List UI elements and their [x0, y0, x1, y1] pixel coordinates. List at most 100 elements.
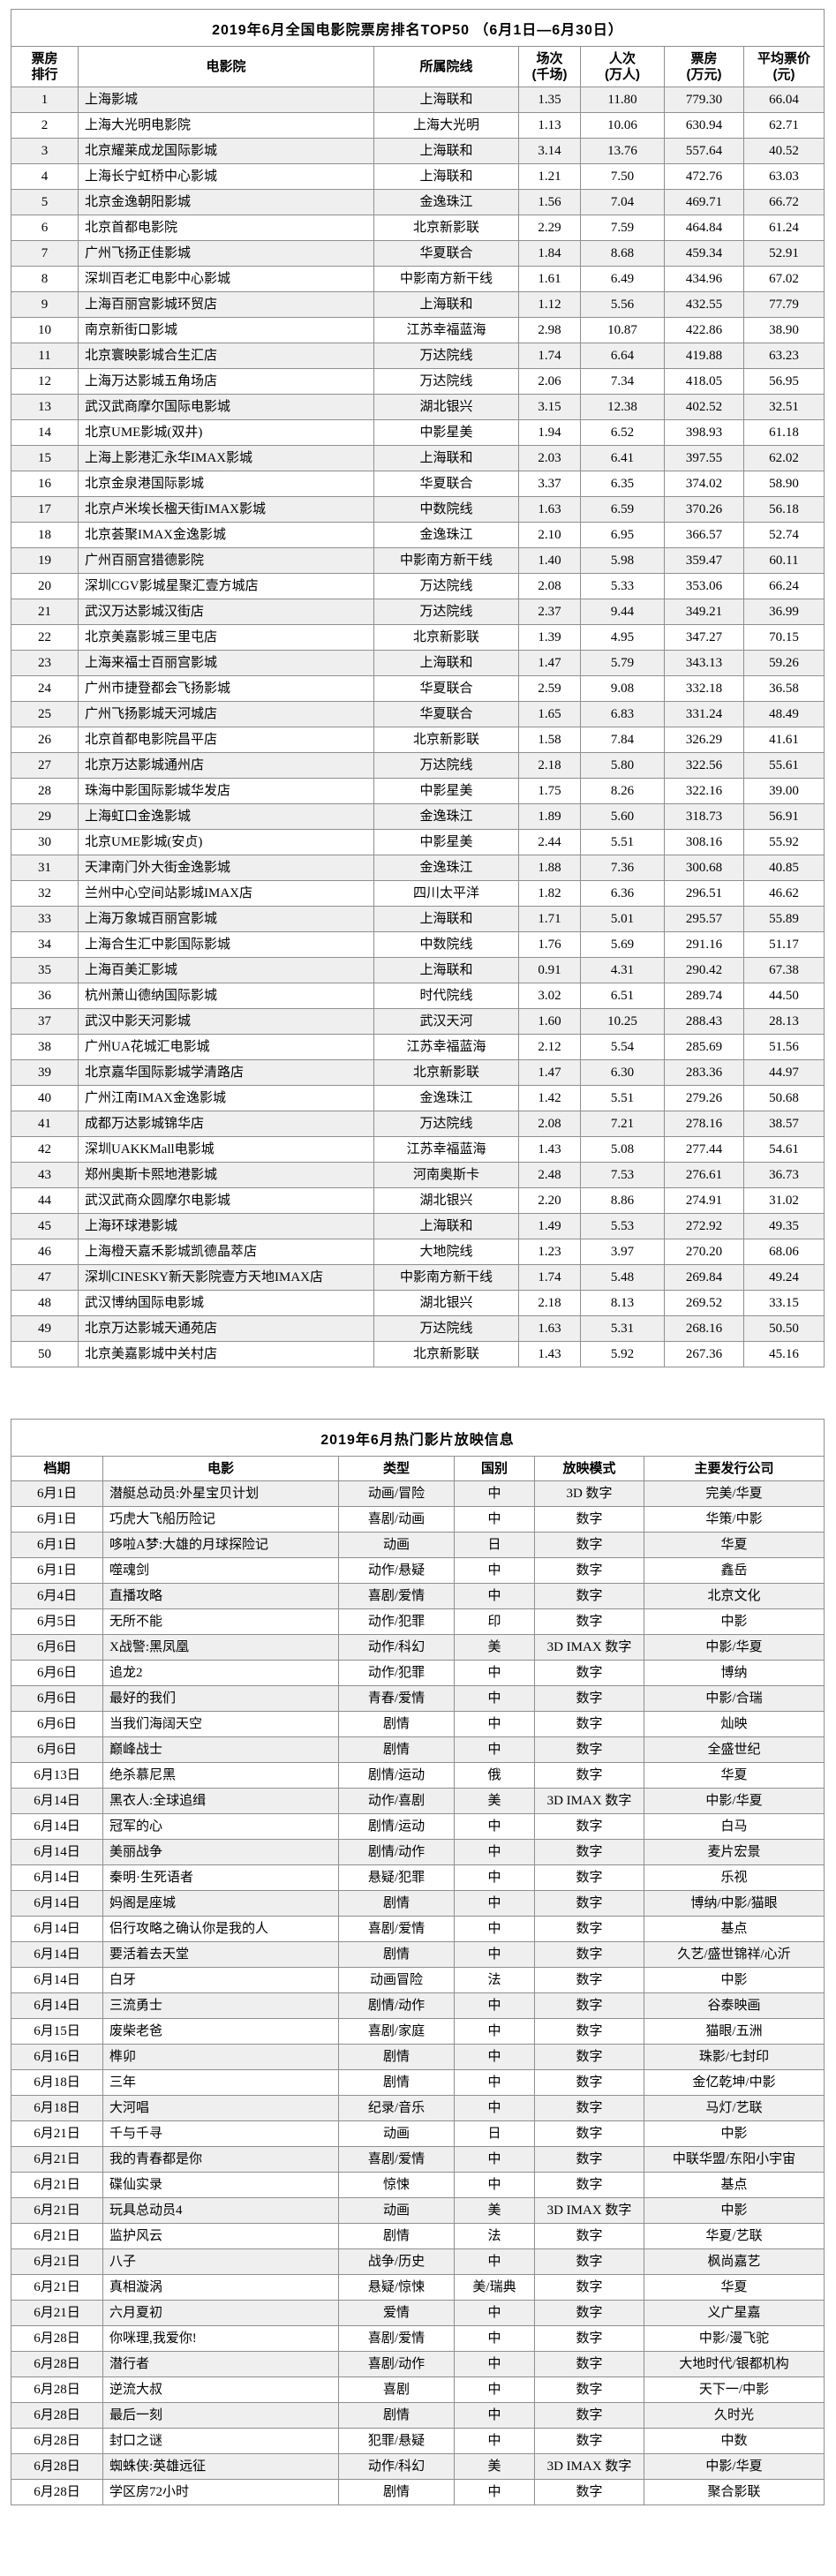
cell: 中影南方新干线	[373, 266, 519, 292]
cell: 动作/科幻	[338, 2453, 455, 2480]
cell: 万达院线	[373, 343, 519, 369]
cell: 数字	[534, 1941, 644, 1968]
cell: 1.40	[518, 547, 581, 574]
cell: 基点	[643, 2172, 825, 2198]
cell: 数字	[534, 1608, 644, 1635]
cell: 广州百丽宫猎德影院	[78, 547, 374, 574]
cell: 动画	[338, 2197, 455, 2224]
cell: 6月6日	[11, 1736, 103, 1763]
cell: 10	[11, 317, 79, 343]
cell: 剧情	[338, 1941, 455, 1968]
cell: 36.73	[742, 1162, 825, 1188]
cell: 喜剧/爱情	[338, 1583, 455, 1609]
cell: 61.24	[742, 215, 825, 241]
cell: 418.05	[664, 368, 744, 395]
cell: 金逸珠江	[373, 1085, 519, 1111]
table-row: 3 北京耀莱成龙国际影城 上海联和 3.14 13.76 557.64 40.52	[11, 138, 825, 164]
cell: 1.12	[518, 291, 581, 318]
cell: 28	[11, 778, 79, 804]
cell: 学区房72小时	[102, 2479, 339, 2505]
cell: 巅峰战士	[102, 1736, 339, 1763]
table-row: 6月21日 千与千寻 动画日数字 中影	[11, 2120, 825, 2147]
cell: 中影	[643, 1608, 825, 1635]
cell: 66.72	[742, 189, 825, 215]
cell: 天津南门外大街金逸影城	[78, 855, 374, 881]
cell: 上海大光明	[373, 112, 519, 139]
table-row: 35 上海百美汇影城 上海联和 0.91 4.31 290.42 67.38	[11, 957, 825, 983]
cell: 动作/犯罪	[338, 1660, 455, 1686]
table-row: 2 上海大光明电影院 上海大光明 1.13 10.06 630.94 62.71	[11, 112, 825, 139]
cell: 5.60	[580, 803, 665, 830]
cell: 42	[11, 1136, 79, 1163]
cell: 中	[454, 1685, 535, 1712]
cell: 河南奥斯卡	[373, 1162, 519, 1188]
cell: 277.44	[664, 1136, 744, 1163]
cell: 6月28日	[11, 2376, 103, 2403]
cell: 湖北银兴	[373, 1187, 519, 1214]
cell: 398.93	[664, 419, 744, 446]
cell: 动画	[338, 2120, 455, 2147]
cell: 北京新影联	[373, 727, 519, 753]
cell: 上海大光明电影院	[78, 112, 374, 139]
cell: 347.27	[664, 624, 744, 651]
cell: 中影/华夏	[643, 1634, 825, 1661]
cell: 28.13	[742, 1008, 825, 1035]
table-row: 6月21日 真相漩涡 悬疑/惊悚 美/瑞典 数字 华夏	[11, 2274, 825, 2301]
cell: 1.88	[518, 855, 581, 881]
cell: 2.12	[518, 1034, 581, 1060]
cell: 数字	[534, 2376, 644, 2403]
cell: 6月28日	[11, 2402, 103, 2429]
table-row: 28 珠海中影国际影城华发店 中影星美 1.75 8.26 322.16 39.00	[11, 778, 825, 804]
cell: 2.44	[518, 829, 581, 855]
cell: 天下一/中影	[643, 2376, 825, 2403]
cell: 潜艇总动员:外星宝贝计划	[102, 1480, 339, 1507]
cell: 真相漩涡	[102, 2274, 339, 2301]
cell: 基点	[643, 1916, 825, 1942]
cell: 喜剧/爱情	[338, 1916, 455, 1942]
cell: 1.94	[518, 419, 581, 446]
cell: 66.04	[742, 87, 825, 113]
table-row: 32 兰州中心空间站影城IMAX店 四川太平洋 1.82 6.36 296.51 46.62	[11, 880, 825, 907]
cell: 1.84	[518, 240, 581, 267]
cell: 最后一刻	[102, 2402, 339, 2429]
cell: 喜剧/爱情	[338, 2146, 455, 2173]
cell: 剧情	[338, 2223, 455, 2249]
cell: 46	[11, 1239, 79, 1265]
cell: 动作/悬疑	[338, 1557, 455, 1584]
cell: 武汉博纳国际电影城	[78, 1290, 374, 1316]
table-row: 6月21日 碟仙实录 惊悚中数字 基点	[11, 2172, 825, 2198]
cell: 1.74	[518, 343, 581, 369]
cell: 422.86	[664, 317, 744, 343]
cell: 41	[11, 1111, 79, 1137]
cell: 悬疑/惊悚	[338, 2274, 455, 2301]
cell: 70.15	[742, 624, 825, 651]
cell: 上海百丽宫影城环贸店	[78, 291, 374, 318]
cell: 剧情/动作	[338, 1992, 455, 2019]
cell: 数字	[534, 1967, 644, 1993]
cell: 6月14日	[11, 1992, 103, 2019]
cell: 数字	[534, 1583, 644, 1609]
table-row: 38 广州UA花城汇电影城 江苏幸福蓝海 2.12 5.54 285.69 51.56	[11, 1034, 825, 1060]
table-row: 4 上海长宁虹桥中心影城 上海联和 1.21 7.50 472.76 63.03	[11, 163, 825, 190]
screening-table-title: 2019年6月热门影片放映信息	[10, 1419, 825, 1457]
cell: 深圳百老汇电影中心影城	[78, 266, 374, 292]
cell: 中	[454, 2351, 535, 2377]
cell: 2.08	[518, 573, 581, 599]
cell: 上海来福士百丽宫影城	[78, 650, 374, 676]
cell: 大地院线	[373, 1239, 519, 1265]
cell: 402.52	[664, 394, 744, 420]
cell: 万达院线	[373, 573, 519, 599]
cell: 北京美嘉影城中关村店	[78, 1341, 374, 1367]
cell: 300.68	[664, 855, 744, 881]
cell: 630.94	[664, 112, 744, 139]
table-row: 6月15日 废柴老爸 喜剧/家庭中数字 猫眼/五洲	[11, 2018, 825, 2045]
cell: 数字	[534, 1506, 644, 1533]
table-row: 41 成都万达影城锦华店 万达院线 2.08 7.21 278.16 38.57	[11, 1111, 825, 1137]
table-row: 19 广州百丽宫猎德影院 中影南方新干线 1.40 5.98 359.47 60.11	[11, 547, 825, 574]
cell: 中	[454, 2044, 535, 2070]
cell: 马灯/艺联	[643, 2095, 825, 2121]
cell: 459.34	[664, 240, 744, 267]
cell: 上海联和	[373, 87, 519, 113]
col-header-movie: 电影	[102, 1456, 339, 1481]
cell: 中	[454, 2376, 535, 2403]
